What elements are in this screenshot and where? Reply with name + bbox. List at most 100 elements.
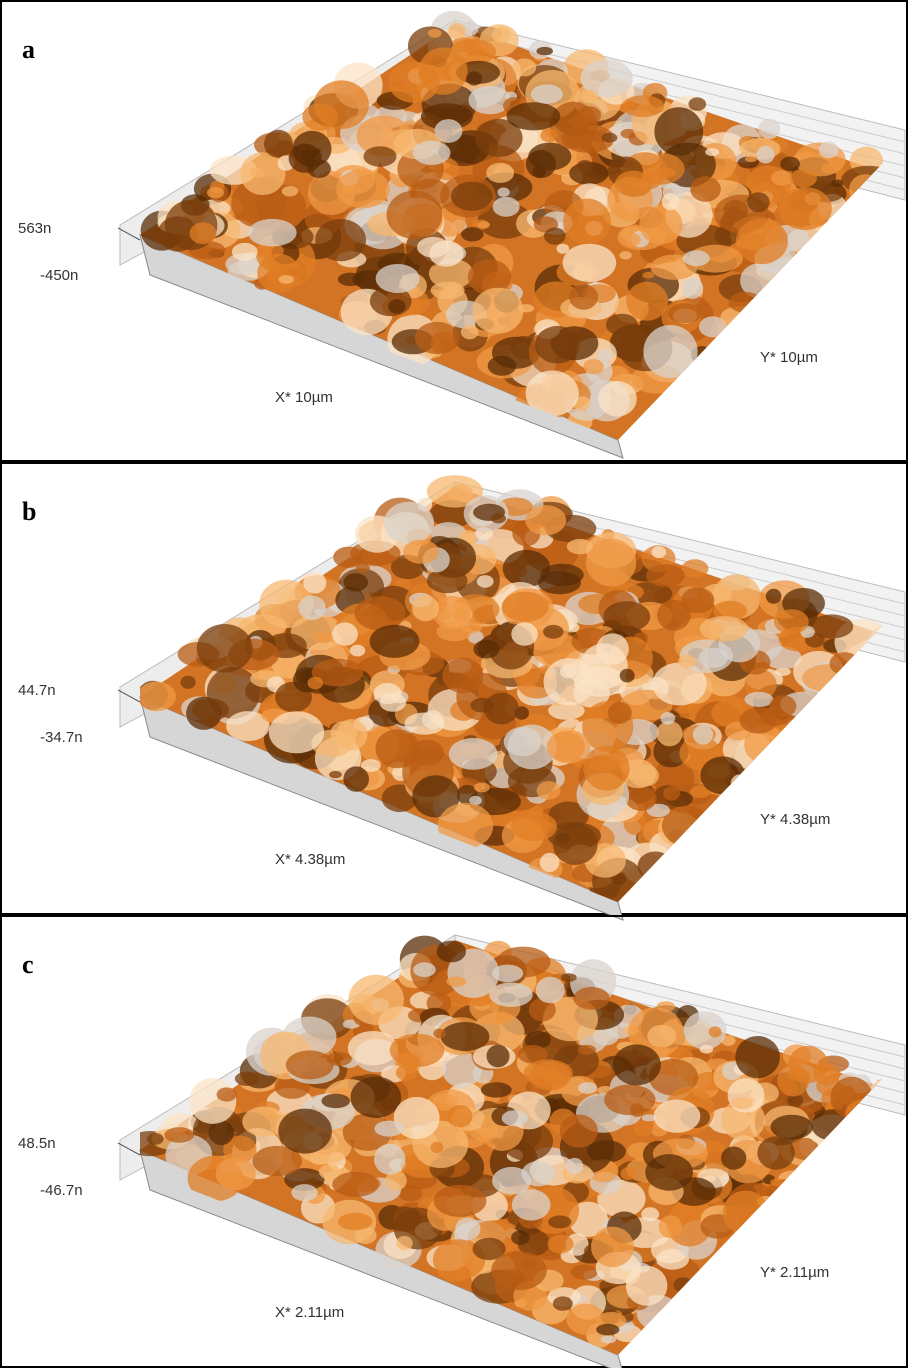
surface-bump — [442, 658, 483, 693]
surface-bump — [511, 622, 538, 645]
surface-bump — [596, 1324, 619, 1336]
panel: a563n-450nX* 10µmY* 10µm — [1, 1, 907, 461]
surface-bump — [279, 275, 294, 284]
surface-bump — [811, 1109, 856, 1141]
surface-bump — [403, 540, 439, 564]
surface-bump — [235, 1072, 259, 1086]
surface-bump — [389, 62, 440, 103]
surface-bump — [577, 106, 602, 124]
surface-bump — [543, 625, 563, 639]
z-min-label: -46.7n — [40, 1182, 83, 1199]
surface-bump — [441, 1022, 490, 1051]
surface-bump — [461, 325, 479, 339]
surface-bump — [634, 1120, 653, 1137]
surface-bump — [491, 1251, 547, 1290]
z-min-label: -34.7n — [40, 729, 83, 746]
surface-bump — [461, 227, 484, 241]
surface-bump — [603, 601, 650, 632]
surface-bump — [604, 1084, 655, 1115]
surface-bump — [580, 89, 597, 103]
surface-bump — [447, 1105, 472, 1127]
surface-bump — [207, 187, 224, 198]
surface-bump — [771, 1115, 813, 1140]
surface-bump — [638, 852, 674, 881]
surface-bump — [289, 144, 322, 173]
surface-bump — [530, 1061, 571, 1090]
surface-bump — [449, 738, 498, 770]
surface-bump — [310, 1153, 329, 1165]
y-axis-label: Y* 4.38µm — [760, 811, 830, 828]
surface-bump — [319, 1164, 340, 1180]
z-max-label: 48.5n — [18, 1135, 56, 1152]
surface-bump — [415, 322, 460, 354]
surface-bump — [625, 786, 656, 811]
surface-bump — [487, 1045, 510, 1068]
surface-bump — [536, 977, 565, 1004]
surface-bump — [593, 1028, 619, 1045]
surface-bump — [417, 237, 449, 258]
surface-bump — [819, 142, 839, 159]
panel-label: b — [22, 497, 36, 526]
surface-bump — [308, 677, 324, 690]
surface-bump — [511, 812, 557, 842]
surface-bump — [269, 711, 324, 753]
surface-bump — [736, 218, 788, 264]
surface-bump — [571, 1265, 598, 1280]
surface-bump — [474, 782, 490, 792]
surface-bump — [138, 682, 177, 712]
panel-label: a — [22, 35, 35, 64]
surface-bump — [489, 983, 533, 1007]
x-axis-label: X* 4.38µm — [275, 851, 345, 868]
surface-bump — [405, 713, 445, 735]
surface-bump — [613, 1044, 661, 1085]
surface-bump — [547, 730, 591, 763]
surface-bump — [453, 609, 468, 622]
surface-bump — [492, 27, 511, 43]
surface-bump — [502, 1110, 528, 1126]
surface-bump — [264, 130, 293, 158]
surface-bump — [413, 141, 451, 165]
surface-bump — [390, 1034, 445, 1067]
surface-bump — [553, 1296, 573, 1310]
surface-bump — [561, 973, 577, 982]
surface-bump — [578, 1082, 597, 1094]
surface-bump — [601, 1335, 617, 1343]
surface-bump — [652, 546, 667, 558]
surface-bump — [164, 1127, 194, 1143]
surface-bump — [478, 221, 490, 228]
surface-bump — [336, 169, 390, 208]
afm-surface — [140, 11, 905, 440]
surface-bump — [766, 589, 782, 604]
surface-bump — [451, 182, 493, 211]
surface-bump — [192, 698, 229, 721]
surface-bump — [537, 781, 561, 800]
surface-bump — [472, 288, 523, 334]
surface-bump — [569, 284, 598, 310]
surface-bump — [787, 1069, 810, 1081]
surface-bump — [563, 244, 617, 282]
surface-bump — [486, 163, 514, 183]
surface-bump — [700, 616, 748, 642]
surface-bump — [709, 1026, 722, 1037]
surface-bump — [689, 97, 707, 110]
surface-bump — [504, 727, 542, 756]
surface-bump — [257, 254, 300, 293]
surface-bump — [332, 622, 358, 645]
surface-bump — [602, 133, 618, 143]
surface-bump — [813, 1064, 840, 1085]
surface-bump — [560, 664, 577, 678]
surface-bump — [757, 1136, 794, 1169]
surface-bump — [774, 609, 809, 634]
surface-bump — [643, 325, 697, 378]
surface-bump — [437, 941, 466, 963]
surface-bump — [721, 1147, 746, 1170]
surface-bump — [248, 219, 297, 247]
surface-bump — [647, 1025, 676, 1048]
surface-bump — [286, 1050, 334, 1079]
surface-bump — [511, 1230, 530, 1245]
surface-bump — [729, 292, 762, 313]
surface-bump — [771, 170, 792, 185]
surface-bump — [497, 187, 509, 197]
surface-bump — [455, 1218, 480, 1241]
surface-bump — [147, 1133, 164, 1145]
